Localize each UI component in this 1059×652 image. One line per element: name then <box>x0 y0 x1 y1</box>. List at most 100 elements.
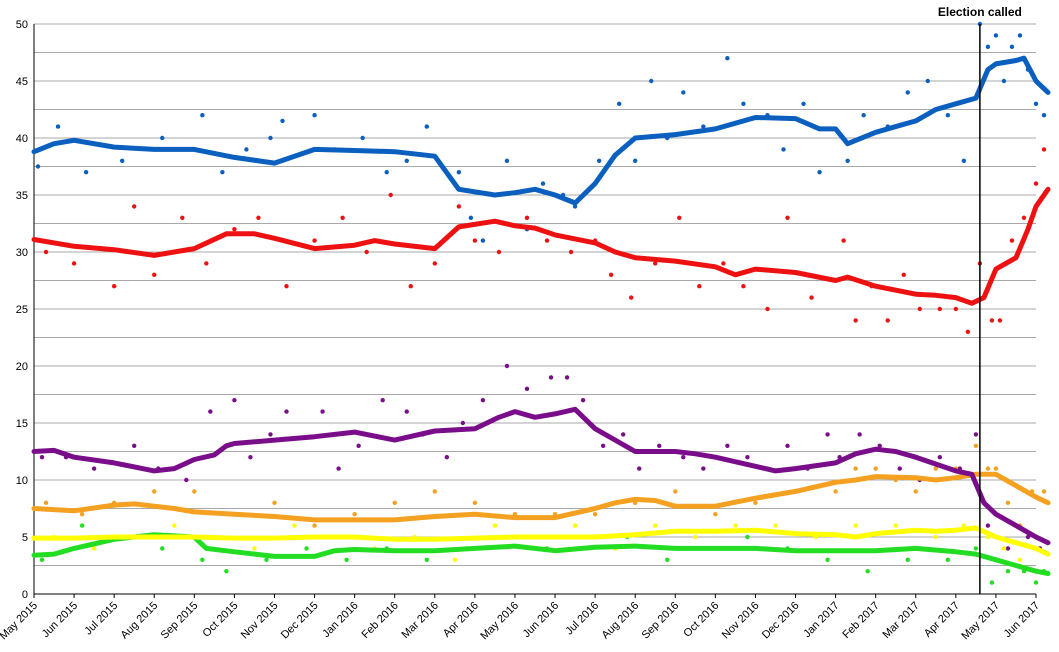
poll-point <box>853 523 858 528</box>
poll-point <box>745 534 750 540</box>
poll-point <box>973 443 979 448</box>
poll-point <box>701 466 706 471</box>
poll-point <box>681 455 686 460</box>
poll-point <box>785 443 790 448</box>
poll-point <box>657 443 662 448</box>
poll-point <box>460 420 466 426</box>
poll-point <box>480 398 486 403</box>
poll-point <box>496 249 502 255</box>
poll-point <box>392 500 397 505</box>
poll-point <box>741 284 746 289</box>
poll-point <box>340 215 345 220</box>
poll-point <box>857 432 862 437</box>
poll-point <box>893 523 898 528</box>
poll-point <box>1033 101 1039 107</box>
x-tick-label: Jan 2016 <box>320 600 360 640</box>
x-tick-label: Aug 2016 <box>600 600 642 642</box>
poll-point <box>653 523 658 528</box>
x-tick-label: Nov 2016 <box>720 600 762 642</box>
poll-point <box>825 557 830 562</box>
poll-point <box>119 158 125 163</box>
poll-point <box>220 170 225 175</box>
poll-point <box>741 101 746 107</box>
poll-point <box>989 318 995 323</box>
trend-lines <box>31 55 1051 576</box>
poll-point <box>725 443 730 448</box>
poll-point <box>580 398 586 403</box>
poll-point <box>71 261 77 266</box>
poll-point <box>1041 489 1047 494</box>
poll-point <box>224 569 229 574</box>
poll-point <box>284 284 289 289</box>
poll-point <box>825 432 830 437</box>
poll-point <box>985 44 991 49</box>
poll-point <box>356 443 361 448</box>
poll-point <box>945 557 951 562</box>
x-tick-label: Jun 2015 <box>40 600 80 640</box>
trend-line <box>31 471 1051 523</box>
poll-point <box>43 249 49 255</box>
y-tick-label: 15 <box>16 418 28 430</box>
poll-point <box>616 101 622 107</box>
poll-point <box>39 557 45 562</box>
poll-point <box>524 215 530 220</box>
poll-point <box>833 489 838 494</box>
poll-point <box>320 409 325 414</box>
poll-point <box>172 523 177 528</box>
poll-point <box>620 432 626 437</box>
poll-point <box>997 318 1003 323</box>
poll-point <box>424 557 429 562</box>
poll-point <box>432 261 437 266</box>
poll-point <box>504 158 510 163</box>
poll-point <box>681 90 686 95</box>
poll-point <box>1005 500 1011 505</box>
poll-point <box>200 557 205 562</box>
poll-point <box>841 238 846 243</box>
y-tick-label: 40 <box>16 133 28 145</box>
poll-point <box>637 466 642 471</box>
poll-point <box>993 466 999 471</box>
x-tick-label: Aug 2015 <box>119 600 161 642</box>
poll-point <box>208 409 213 414</box>
x-tick-label: Jan 2017 <box>801 600 841 640</box>
y-tick-label: 35 <box>16 190 28 202</box>
y-tick-label: 50 <box>16 19 28 31</box>
poll-point <box>352 512 357 517</box>
poll-point <box>472 500 478 505</box>
poll-point <box>424 124 429 129</box>
poll-point <box>248 455 253 460</box>
poll-point <box>272 500 277 505</box>
poll-point <box>91 466 97 471</box>
y-tick-label: 30 <box>16 247 28 259</box>
poll-point <box>1005 569 1011 574</box>
poll-point <box>877 443 882 448</box>
x-tick-label: Apr 2016 <box>441 600 481 640</box>
poll-point <box>801 101 806 107</box>
x-tick-label: Oct 2015 <box>200 600 240 640</box>
poll-point <box>388 192 393 198</box>
x-tick-label: Jul 2016 <box>563 600 601 638</box>
poll-point <box>232 227 237 232</box>
poll-point <box>817 170 822 175</box>
poll-point <box>1001 78 1007 84</box>
poll-point <box>781 147 786 152</box>
poll-point <box>564 375 570 380</box>
poll-point <box>79 523 85 528</box>
poll-point <box>83 170 89 175</box>
x-tick-label: Sep 2016 <box>640 600 682 642</box>
poll-point <box>993 33 999 38</box>
poll-point <box>845 158 850 163</box>
poll-point <box>91 546 97 551</box>
poll-point <box>649 78 654 84</box>
x-tick-label: Jun 2017 <box>1002 600 1042 640</box>
y-tick-label: 10 <box>16 475 28 487</box>
poll-point <box>600 443 606 448</box>
poll-point <box>344 557 349 562</box>
poll-point <box>901 272 906 277</box>
x-tick-label: Dec 2016 <box>760 600 802 642</box>
poll-point <box>985 523 991 528</box>
poll-point <box>384 170 389 175</box>
poll-point <box>160 135 165 141</box>
poll-point <box>853 466 858 471</box>
poll-point <box>989 580 995 585</box>
